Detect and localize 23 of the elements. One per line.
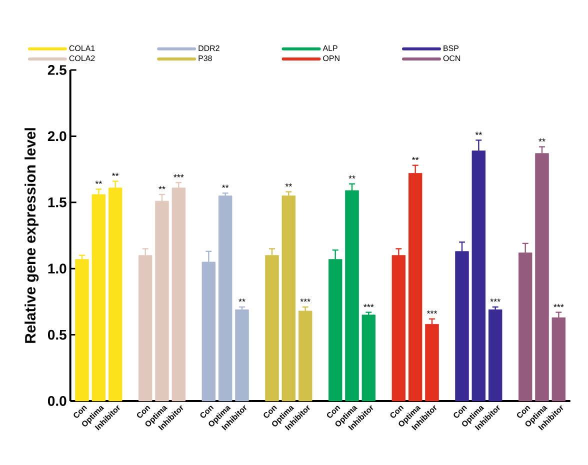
data-label: **	[222, 184, 229, 188]
data-label: ***	[490, 298, 500, 302]
y-tick-label: 0.5	[48, 330, 66, 340]
data-label: **	[95, 180, 102, 184]
y-tick-label: 2.5	[48, 65, 66, 75]
y-tick-label: 2.0	[48, 131, 66, 142]
data-label: **	[285, 183, 292, 187]
data-label: **	[158, 186, 166, 190]
data-label: **	[348, 175, 356, 179]
data-label: ***	[364, 304, 374, 308]
y-tick-label: 0.0	[48, 396, 66, 406]
data-label: ***	[554, 304, 564, 308]
y-tick-label: 1.5	[48, 198, 66, 208]
data-label: ***	[300, 298, 310, 302]
y-axis-title: Relative gene expression level	[24, 128, 39, 343]
data-label: **	[238, 298, 246, 302]
data-label: ***	[174, 174, 184, 178]
data-label: **	[412, 156, 419, 160]
data-label: **	[112, 172, 119, 176]
y-tick-label: 1.0	[48, 264, 66, 274]
data-label: ***	[426, 310, 438, 314]
data-label: **	[475, 132, 482, 135]
data-label: **	[538, 138, 546, 142]
